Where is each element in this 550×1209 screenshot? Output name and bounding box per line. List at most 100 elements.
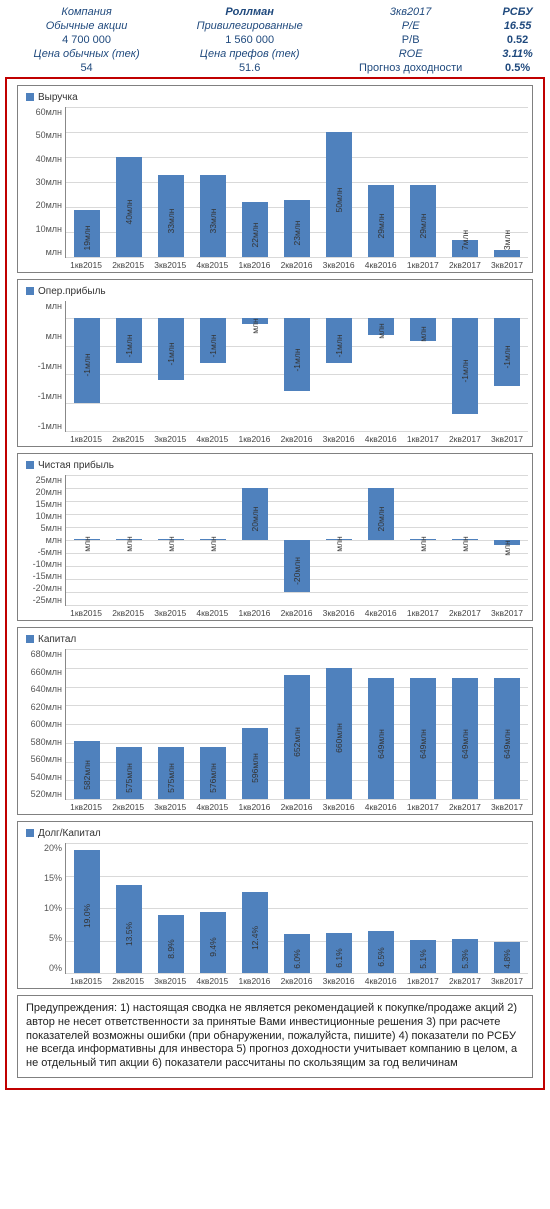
chart-Долг/Капитал: Долг/Капитал20%15%10%5%0%19.0%13.5%8.9%9… [17,821,533,989]
y-tick: 620млн [22,702,62,712]
bar-slot: 649млн [402,649,444,799]
bar-slot: -1млн [108,301,150,431]
bar-label: 6.0% [292,949,302,968]
charts-container: Выручка60млн50млн40млн30млн20млн10млнмлн… [5,77,545,1090]
bar-label: млн [376,324,386,340]
x-axis: 1кв20152кв20153кв20154кв20151кв20162кв20… [65,799,528,812]
x-tick: 3кв2015 [149,974,191,986]
plot-area: 582млн575млн575млн576млн596млн652млн660м… [65,649,528,799]
x-tick: 3кв2017 [486,800,528,812]
header-cell: ROE [331,47,490,61]
bar-slot: млн [108,475,150,605]
bar-slot: 12.4% [234,843,276,973]
x-tick: 1кв2015 [65,432,107,444]
bar-slot: 22млн [234,107,276,257]
y-tick: 15млн [22,499,62,509]
disclaimer: Предупреждения: 1) настоящая сводка не я… [17,995,533,1078]
chart-Выручка: Выручка60млн50млн40млн30млн20млн10млнмлн… [17,85,533,273]
bar-label: млн [418,537,428,553]
y-tick: 0% [22,963,62,973]
header-cell: 4 700 000 [5,33,168,47]
header-cell: P/B [331,33,490,47]
x-tick: 2кв2016 [275,432,317,444]
bar-slot: -1млн [66,301,108,431]
bar-label: млн [208,537,218,553]
x-tick: 3кв2016 [318,258,360,270]
bar-slot: 33млн [192,107,234,257]
x-tick: 1кв2015 [65,606,107,618]
chart-legend: Опер.прибыль [22,284,528,301]
x-tick: 2кв2017 [444,432,486,444]
y-tick: -25млн [22,595,62,605]
x-tick: 2кв2016 [275,800,317,812]
bar-label: 652млн [292,727,302,757]
bar-label: -1млн [208,334,218,357]
y-tick: млн [22,535,62,545]
y-axis: млнмлн-1млн-1млн-1млн [22,301,65,431]
bar-label: млн [124,537,134,553]
bar-label: 649млн [460,729,470,759]
y-tick: 540млн [22,772,62,782]
y-tick: -1млн [22,361,62,371]
x-tick: 4кв2016 [360,974,402,986]
x-axis: 1кв20152кв20153кв20154кв20151кв20162кв20… [65,973,528,986]
y-tick: 15% [22,873,62,883]
y-axis: 60млн50млн40млн30млн20млн10млнмлн [22,107,65,257]
plot-area: млнмлнмлнмлн20млн-20млнмлн20млнмлнмлнмлн [65,475,528,605]
x-tick: 3кв2016 [318,974,360,986]
bar-slot: 582млн [66,649,108,799]
bar-label: 5.3% [460,949,470,968]
bar-label: -1млн [166,343,176,366]
x-tick: 3кв2015 [149,800,191,812]
x-tick: 4кв2015 [191,432,233,444]
bar-slot: 33млн [150,107,192,257]
x-tick: 4кв2015 [191,606,233,618]
x-tick: 1кв2016 [233,258,275,270]
bar-label: 8.9% [166,939,176,958]
header-cell: 51.6 [168,61,331,75]
x-tick: 4кв2015 [191,974,233,986]
bar-label: 33млн [208,208,218,233]
x-tick: 1кв2015 [65,800,107,812]
y-tick: млн [22,247,62,257]
bar-slot: 5.3% [444,843,486,973]
y-tick: -1млн [22,391,62,401]
bar-label: млн [460,537,470,553]
header-cell: 0.5% [490,61,545,75]
header-cell: Цена обычных (тек) [5,47,168,61]
bar-label: 3млн [502,229,512,249]
x-tick: 2кв2017 [444,974,486,986]
bar-slot: 575млн [150,649,192,799]
bar-slot: 40млн [108,107,150,257]
x-tick: 3кв2017 [486,606,528,618]
chart-legend: Чистая прибыль [22,458,528,475]
x-axis: 1кв20152кв20153кв20154кв20151кв20162кв20… [65,605,528,618]
bar-slot: 6.0% [276,843,318,973]
y-tick: 50млн [22,130,62,140]
bar-slot: 19млн [66,107,108,257]
bar-slot: млн [192,475,234,605]
y-tick: 580млн [22,737,62,747]
chart-legend: Капитал [22,632,528,649]
x-tick: 2кв2015 [107,258,149,270]
bar-label: 575млн [124,763,134,793]
bar-slot: млн [444,475,486,605]
header-cell: Обычные акции [5,19,168,33]
bar-slot: -1млн [150,301,192,431]
bar-label: 22млн [250,222,260,247]
bar-slot: млн [318,475,360,605]
bar-slot: 50млн [318,107,360,257]
x-tick: 1кв2015 [65,258,107,270]
y-tick: 60млн [22,107,62,117]
y-tick: 10% [22,903,62,913]
bar-label: 576млн [208,763,218,793]
plot-area: 19.0%13.5%8.9%9.4%12.4%6.0%6.1%6.5%5.1%5… [65,843,528,973]
y-tick: -15млн [22,571,62,581]
chart-Капитал: Капитал680млн660млн640млн620млн600млн580… [17,627,533,815]
header-cell: 54 [5,61,168,75]
y-tick: 20млн [22,487,62,497]
y-tick: -10млн [22,559,62,569]
x-tick: 3кв2016 [318,606,360,618]
x-tick: 3кв2016 [318,432,360,444]
x-tick: 2кв2016 [275,974,317,986]
